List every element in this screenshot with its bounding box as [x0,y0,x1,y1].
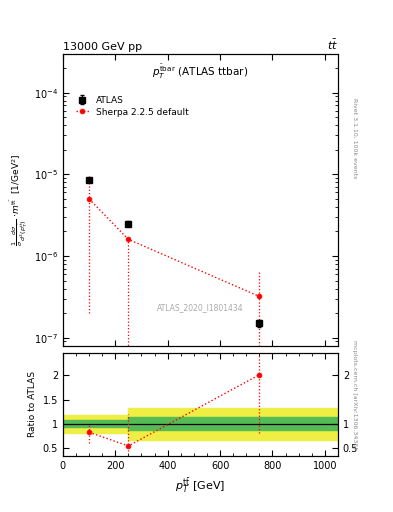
Text: $p_T^{\mathrm{\bar{t}bar}}$ (ATLAS ttbar): $p_T^{\mathrm{\bar{t}bar}}$ (ATLAS ttbar… [152,62,249,81]
Line: Sherpa 2.2.5 default: Sherpa 2.2.5 default [86,197,262,299]
Sherpa 2.2.5 default [87,196,92,202]
Text: Rivet 3.1.10, 100k events: Rivet 3.1.10, 100k events [352,98,357,178]
Legend: ATLAS, Sherpa 2.2.5 default: ATLAS, Sherpa 2.2.5 default [73,93,192,119]
Sherpa 2.2.5 default [126,237,131,243]
X-axis label: $p^{\mathrm{t\bar{t}}}_T$ [GeV]: $p^{\mathrm{t\bar{t}}}_T$ [GeV] [175,476,226,495]
Text: ATLAS_2020_I1801434: ATLAS_2020_I1801434 [157,303,244,312]
Y-axis label: Ratio to ATLAS: Ratio to ATLAS [28,372,37,437]
Text: $t\bar{t}$: $t\bar{t}$ [327,37,338,52]
Text: 13000 GeV pp: 13000 GeV pp [63,41,142,52]
Sherpa 2.2.5 default [257,293,262,300]
Y-axis label: $\frac{1}{\sigma}\frac{d\sigma}{d^2(p^{\mathrm{t\bar{t}}}_T)}$ $\cdot m^{\mathrm: $\frac{1}{\sigma}\frac{d\sigma}{d^2(p^{\… [8,154,29,246]
Text: mcplots.cern.ch [arXiv:1306.3436]: mcplots.cern.ch [arXiv:1306.3436] [352,340,357,449]
